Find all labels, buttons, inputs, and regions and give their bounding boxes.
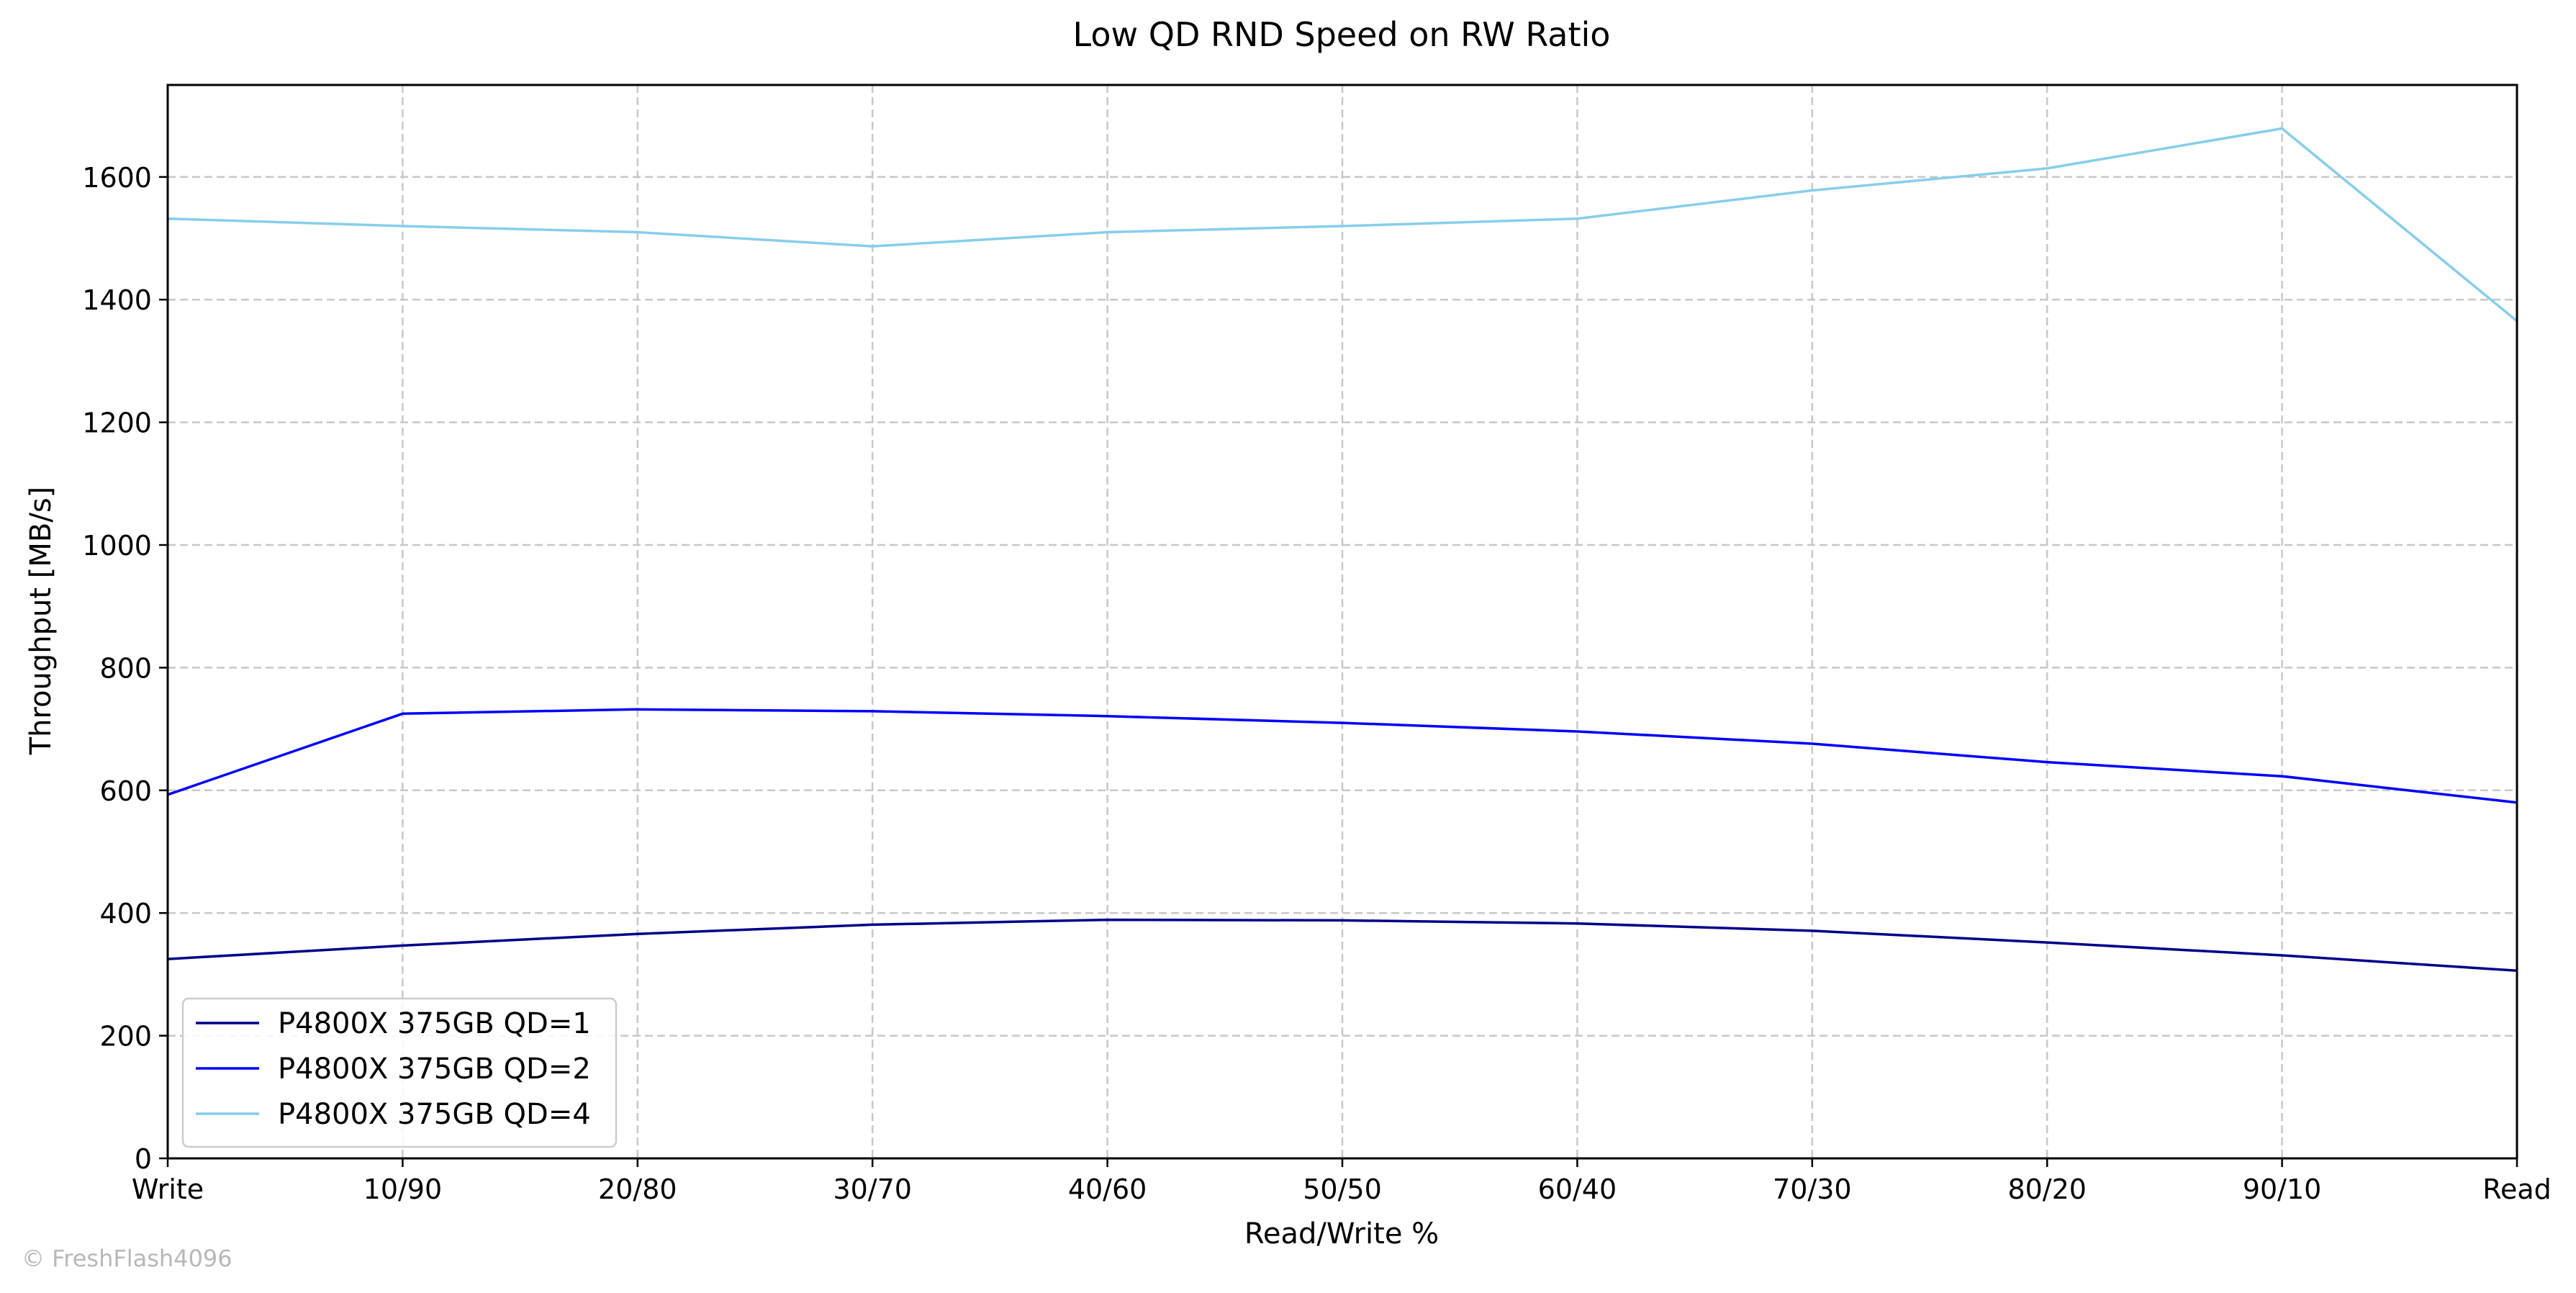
legend-label: P4800X 375GB QD=2 [278, 1053, 591, 1086]
axis-ticks: Write 10/90 20/80 30/70 40/60 50/50 60/40 70/30… [82, 162, 2551, 1205]
watermark: © FreshFlash4096 [22, 1245, 232, 1272]
y-tick-label: 0 [135, 1143, 152, 1175]
x-tick-label: 40/60 [1068, 1173, 1147, 1205]
y-axis-label: Throughput [MB/s] [24, 487, 58, 756]
series-line [167, 127, 2518, 323]
x-tick-label: 90/10 [2243, 1173, 2322, 1205]
x-axis-label: Read/Write % [1244, 1217, 1439, 1251]
x-tick-label: Read [2482, 1173, 2551, 1205]
y-tick-label: 1200 [82, 407, 152, 439]
legend: P4800X 375GB QD=1 P4800X 375GB QD=2 P4800X… [181, 997, 618, 1148]
x-tick-label: 10/90 [363, 1173, 443, 1205]
series-line [167, 708, 2518, 804]
x-tick-label: 30/70 [833, 1173, 912, 1205]
legend-box [181, 997, 618, 1148]
y-tick-label: 1000 [82, 530, 152, 562]
x-tick-label: 50/50 [1303, 1173, 1382, 1205]
chart-title: Low QD RND Speed on RW Ratio [1073, 15, 1611, 54]
y-tick-label: 800 [99, 652, 152, 684]
legend-label: P4800X 375GB QD=1 [278, 1007, 591, 1040]
x-tick-label: 80/20 [2007, 1173, 2087, 1205]
x-tick-label: 20/80 [598, 1173, 677, 1205]
y-tick-label: 1600 [82, 162, 152, 194]
y-tick-label: 200 [99, 1021, 152, 1053]
y-tick-label: 600 [99, 775, 152, 807]
series-line [167, 918, 2518, 973]
y-tick-label: 1400 [82, 284, 152, 316]
grid-lines [168, 85, 2517, 1158]
x-tick-label: 60/40 [1538, 1173, 1617, 1205]
series-lines [167, 127, 2518, 973]
x-tick-label: Write [132, 1173, 204, 1205]
legend-label: P4800X 375GB QD=4 [278, 1098, 591, 1131]
y-tick-label: 400 [99, 898, 152, 929]
x-tick-label: 70/30 [1773, 1173, 1852, 1205]
